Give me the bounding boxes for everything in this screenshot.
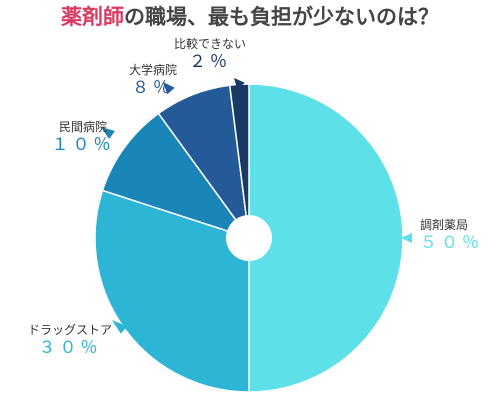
chart-title-highlight: 薬剤師 <box>61 5 124 29</box>
label-pointer <box>401 233 412 243</box>
slice-category-label: ドラッグストア <box>27 323 112 337</box>
chart-title-rest: の職場、最も負担が少ないのは？ <box>124 5 439 29</box>
slice-value-label: １０％ <box>51 135 115 155</box>
pie-slice <box>101 112 251 240</box>
slice-category-label: 大学病院 <box>128 63 177 77</box>
label-pointer <box>234 78 245 90</box>
slice-label: 比較できない ２％ <box>164 36 256 73</box>
slice-label: ドラッグストア ３０％ <box>16 322 124 359</box>
pie-slice <box>248 83 404 393</box>
slice-category-label: 比較できない <box>173 37 246 51</box>
label-pointer <box>101 127 115 139</box>
slice-value-label: ３０％ <box>38 338 102 358</box>
slice-value-label: ５０％ <box>420 233 483 253</box>
slice-label: 大学病院 ８％ <box>120 62 186 99</box>
slice-label: 調剤薬局 ５０％ <box>420 217 483 254</box>
slice-category-label: 民間病院 <box>58 120 107 134</box>
slice-category-label: 調剤薬局 <box>420 218 469 232</box>
slice-value-label: ８％ <box>132 78 174 98</box>
label-pointer <box>112 320 128 334</box>
label-pointer <box>163 82 175 95</box>
donut-hole <box>226 215 272 261</box>
slice-value-label: ２％ <box>189 52 231 72</box>
chart-title: 薬剤師の職場、最も負担が少ないのは？ <box>0 2 500 32</box>
slice-label: 民間病院 １０％ <box>43 119 123 156</box>
